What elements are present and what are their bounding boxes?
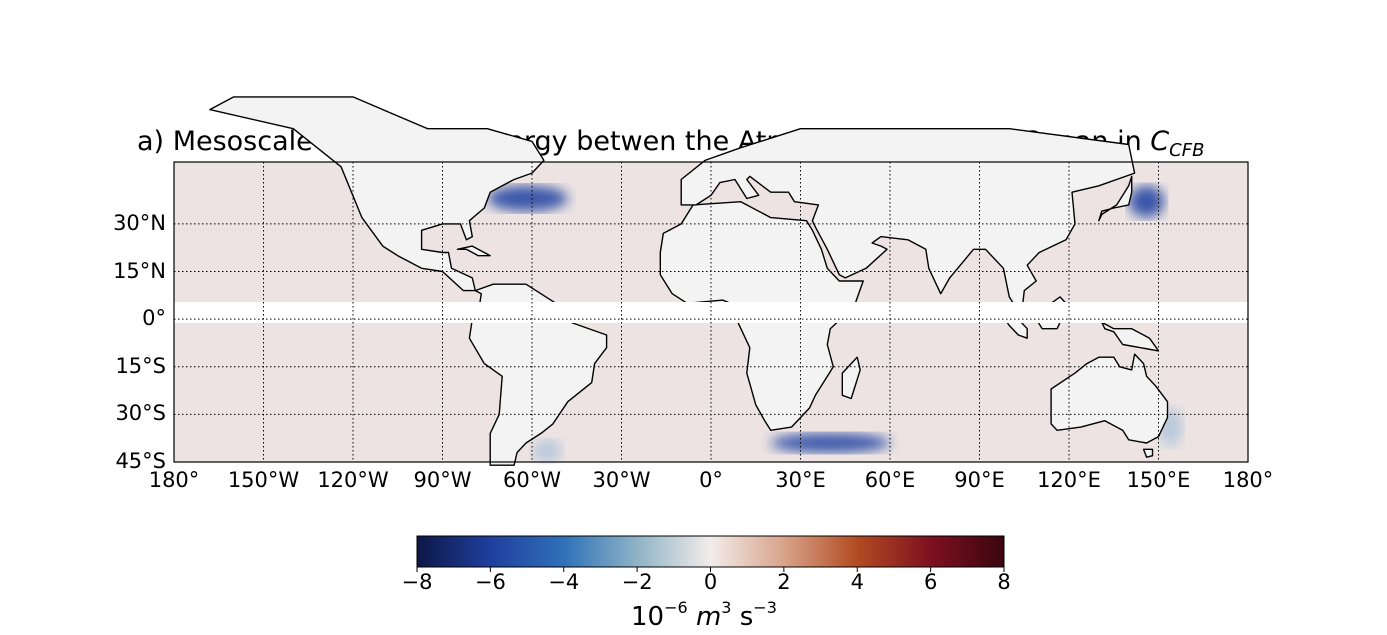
lat-tick-label: 30°S: [115, 401, 166, 426]
lat-tick-label: 30°N: [113, 210, 166, 235]
colorbar-tick-label: −6: [474, 570, 506, 594]
lon-tick-label: 60°E: [864, 468, 916, 492]
feature-brazil-malvinas-confluence: [532, 439, 562, 462]
colorbar-unit-label: 10−6 m3 s−3: [631, 598, 777, 632]
lon-tick-label: 90°E: [954, 468, 1005, 492]
lon-tick-label: 30°E: [775, 468, 826, 492]
lon-tick-label: 180°: [1222, 468, 1274, 492]
lon-tick-label: 120°W: [317, 468, 389, 492]
colorbar-tick-label: 0: [703, 570, 718, 594]
land-tasmania: [1142, 448, 1154, 458]
lon-tick-label: 0°: [699, 468, 723, 492]
lat-tick-label: 45°S: [115, 449, 166, 473]
colorbar-tick-label: −4: [548, 570, 580, 594]
colorbar-tick-label: 2: [777, 570, 791, 594]
lat-tick-label: 15°N: [113, 258, 166, 283]
title-symbol: C: [1150, 126, 1170, 157]
land-new-guinea: [1101, 321, 1160, 352]
lat-tick-label: 15°S: [115, 353, 166, 378]
colorbar: [416, 535, 1005, 568]
colorbar-tick-label: −2: [621, 570, 653, 594]
equatorial-mask-band: [174, 302, 1248, 323]
colorbar-tick-label: 8: [997, 570, 1011, 594]
land-eurasia: [680, 127, 1136, 317]
panel-label: a): [137, 126, 165, 157]
land-australia: [1050, 353, 1169, 444]
map-frame: [173, 161, 1249, 463]
colorbar-tick-label: −8: [401, 570, 433, 594]
feature-kuroshio: [1128, 185, 1165, 218]
title-subscript: CFB: [1169, 140, 1205, 161]
colorbar-tick-label: 6: [923, 570, 938, 594]
land-cuba: [456, 245, 491, 257]
feature-agulhas-return-current: [770, 433, 890, 453]
lat-tick-label: 0°: [142, 306, 166, 331]
lon-tick-label: 60°W: [503, 468, 561, 492]
colorbar-ticks: [416, 567, 1005, 572]
lon-tick-label: 150°E: [1126, 468, 1191, 492]
feature-gulf-stream: [487, 185, 568, 212]
land-madagascar: [841, 356, 861, 400]
lon-tick-label: 90°W: [413, 468, 472, 492]
lon-tick-label: 180°: [148, 468, 200, 492]
lon-tick-label: 150°W: [227, 468, 300, 492]
colorbar-tick-label: 4: [850, 570, 864, 594]
lon-tick-label: 120°E: [1037, 468, 1101, 492]
lon-tick-label: 30°W: [592, 468, 651, 492]
land-japan: [1098, 175, 1133, 222]
